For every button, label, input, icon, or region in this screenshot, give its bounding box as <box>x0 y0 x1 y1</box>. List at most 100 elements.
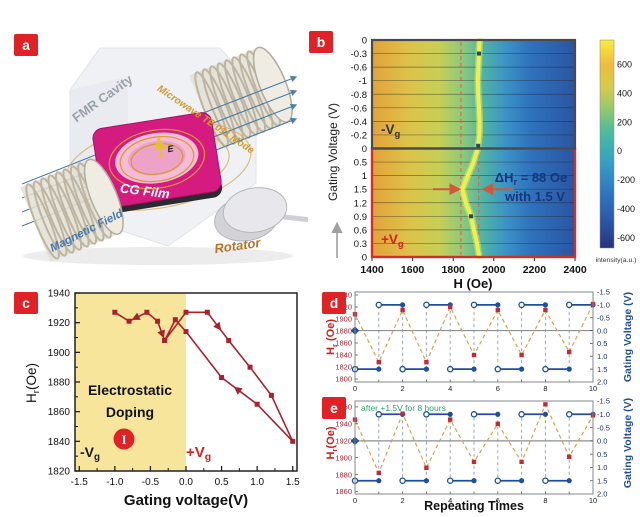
x-tick-label: 0.0 <box>179 477 193 488</box>
y-axis-right-label: Gating Voltage (V) <box>622 398 634 488</box>
hr-marker <box>567 454 572 459</box>
x-tick-label: 8 <box>543 384 547 393</box>
positive-vg-label: +Vg <box>186 444 211 463</box>
voltage-filled-marker <box>519 366 525 372</box>
panel-e-badge-letter: e <box>330 400 338 416</box>
e-field-loop <box>108 128 206 190</box>
panel-b-badge-letter: b <box>316 34 326 50</box>
data-point-marker <box>247 364 253 370</box>
colorbar-tick-label: 600 <box>617 60 632 70</box>
voltage-open-marker <box>470 411 478 418</box>
panel-a-badge-letter: a <box>22 37 30 53</box>
y-tick-label: 1880 <box>48 378 71 389</box>
x-tick-label: 4 <box>448 384 452 393</box>
colorbar-tick-label: 200 <box>617 117 632 127</box>
hr-marker <box>495 307 500 313</box>
hysteresis-path <box>114 311 294 442</box>
right-tick-label: -1.0 <box>597 410 610 419</box>
y-tick-label: -0.3 <box>351 49 367 60</box>
direction-arrow <box>213 321 222 331</box>
note-label: after +1.5V for 8 hours <box>361 403 446 413</box>
panel-e-repeating-plot: 186018801900192019401960-1.5-1.0-0.50.00… <box>325 397 634 513</box>
panel-e-dynamic-layer: 186018801900192019401960-1.5-1.0-0.50.00… <box>335 397 610 505</box>
plot-frame <box>74 292 298 472</box>
x-tick-label: 10 <box>589 496 597 505</box>
voltage-open-marker <box>470 301 478 309</box>
voltage-filled-marker <box>423 366 429 372</box>
hr-marker <box>471 459 477 465</box>
right-tick-label: -1.5 <box>597 288 610 297</box>
hr-marker <box>400 411 405 416</box>
voltage-filled-marker <box>447 411 453 417</box>
voltage-filled-marker <box>423 478 429 484</box>
y-tick-label: 1940 <box>48 289 71 300</box>
voltage-open-marker <box>518 411 525 418</box>
y-axis-left-label: Hr (Oe) <box>325 319 339 355</box>
x-tick-label: -1.5 <box>71 477 89 488</box>
x-tick-label: 1600 <box>401 264 425 276</box>
y-axis-label: Gating Voltage (V) <box>326 103 340 201</box>
hr-marker <box>424 360 429 365</box>
e-field-arrow-icon <box>154 136 167 158</box>
voltage-open-marker <box>399 365 406 373</box>
y-tick-label: 0 <box>362 36 367 47</box>
doping-phase-circle <box>113 428 135 450</box>
y-tick-label: 0 <box>362 144 367 155</box>
heatmap-dynamic-layer: 0 -0.3 -0.6 -1 -0.8 -0.6 -0.4 -0.2 0 0.5 1 1.5 1.2 0.… <box>351 36 635 277</box>
data-point-marker <box>219 375 225 381</box>
y-tick-label: 1820 <box>48 467 71 478</box>
voltage-filled-marker <box>400 302 406 308</box>
data-point-marker <box>268 392 274 398</box>
rotator <box>214 187 308 242</box>
left-tick-label: 1880 <box>335 327 352 336</box>
voltage-open-marker <box>494 477 502 484</box>
y-axis-right-label: Gating Voltage (V) <box>622 292 634 382</box>
hr-marker <box>376 470 381 476</box>
right-tick-label: 1.5 <box>597 476 607 485</box>
left-tick-label: 1900 <box>335 315 352 324</box>
right-tick-label: 0.5 <box>597 339 607 348</box>
left-tick-label: 1860 <box>335 487 352 496</box>
panel-e-badge: e <box>322 397 346 419</box>
voltage-filled-marker <box>471 366 477 372</box>
positive-vg-label: +Vg <box>381 232 404 250</box>
voltage-open-marker <box>565 411 573 418</box>
x-axis-label: H (Oe) <box>454 276 493 291</box>
voltage-open-marker <box>399 477 406 484</box>
data-point-marker <box>155 318 161 324</box>
y-tick-label: 1840 <box>48 437 71 448</box>
voltage-open-marker <box>423 301 430 309</box>
hr-marker <box>519 352 524 358</box>
voltage-open-marker <box>375 411 383 418</box>
y-tick-label: 1860 <box>48 407 71 418</box>
left-tick-label: 1920 <box>335 436 352 445</box>
data-point-marker <box>126 318 132 324</box>
colorbar-tick-label: 400 <box>617 88 632 98</box>
y-tick-label: 1.5 <box>354 185 367 196</box>
left-coil <box>20 158 124 262</box>
delta-hr-annotation-line1: ΔHr = 88 Oe <box>495 170 568 187</box>
x-tick-label: 0.5 <box>215 477 229 488</box>
panel-b-heatmap: 0 -0.3 -0.6 -1 -0.8 -0.6 -0.4 -0.2 0 0.5 1 1.5 1.2 0.… <box>326 36 636 292</box>
data-point-marker <box>204 309 210 315</box>
rotator-label: Rotator <box>213 235 262 256</box>
hr-marker <box>543 402 548 407</box>
negative-vg-region-border <box>370 38 577 150</box>
left-tick-label: 1900 <box>335 453 352 462</box>
voltage-open-marker <box>494 365 502 373</box>
right-tick-label: -0.5 <box>597 423 610 432</box>
y-tick-label: 1.2 <box>354 198 367 209</box>
voltage-filled-marker <box>376 366 382 372</box>
panel-d-repeating-plot: 18001820184018601880190019201940-1.5-1.0… <box>325 288 634 393</box>
x-tick-label: 10 <box>589 384 597 393</box>
negative-vg-label: -Vg <box>381 122 401 140</box>
floor-shadow <box>23 247 293 265</box>
plot-frame <box>354 291 594 383</box>
y-axis-label: Hr(Oe) <box>24 363 42 403</box>
x-tick-label: 6 <box>496 496 500 505</box>
voltage-filled-marker <box>566 478 572 484</box>
x-tick-label: 1.0 <box>250 477 264 488</box>
hr-marker <box>376 360 381 365</box>
plot-frame <box>354 400 594 495</box>
